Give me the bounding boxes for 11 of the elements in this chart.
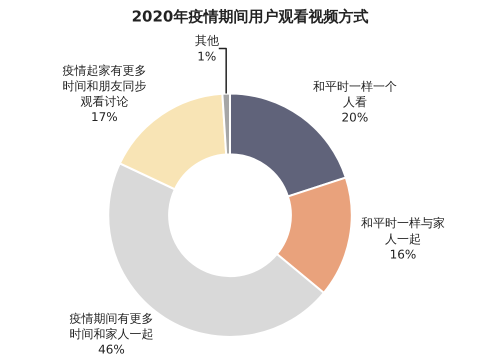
data-label: 17%	[91, 110, 118, 124]
slice-label: 疫情期间有更多时间和家人一起	[69, 312, 154, 342]
data-label: 1%	[197, 49, 216, 64]
slice-label: 其他	[194, 34, 219, 48]
slice-label: 疫情起家有更多时间和朋友同步观看讨论	[62, 63, 146, 109]
data-label: 46%	[98, 342, 125, 357]
data-label: 20%	[342, 110, 368, 125]
data-label: 16%	[390, 247, 416, 262]
slice-label: 和平时一样一个人看	[312, 79, 397, 109]
chart-title: 2020年疫情期间用户观看视频方式	[132, 7, 368, 26]
slice-label: 和平时一样与家人一起	[360, 216, 445, 246]
